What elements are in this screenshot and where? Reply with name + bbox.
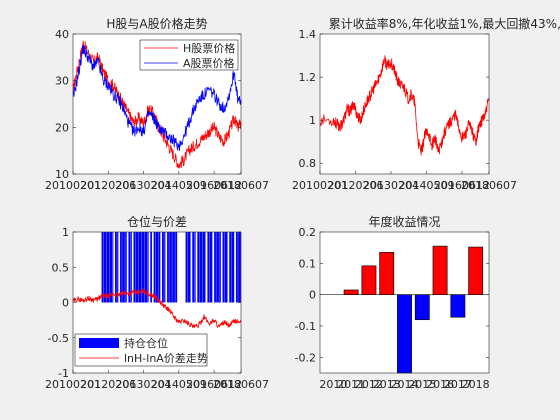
y-tick-label: 1.2 <box>299 71 317 84</box>
x-tick-label: 2013 <box>373 378 401 391</box>
x-tick-label: 20160612 <box>434 179 490 192</box>
x-tick-label: 2018 <box>462 378 490 391</box>
y-tick-label: 0.5 <box>52 261 70 274</box>
cumulative-return-line <box>319 55 490 156</box>
x-tick-label: 20130204 <box>116 179 172 192</box>
x-tick-label: 2010 <box>319 378 347 391</box>
y-tick-label: 0 <box>62 297 69 310</box>
x-tick-label: 2012 <box>355 378 383 391</box>
x-tick-label: 20120206 <box>80 179 136 192</box>
x-tick-label: 20100201 <box>292 179 348 192</box>
x-tick-label: 2017 <box>444 378 472 391</box>
chart-title: 年度收益情况 <box>368 214 440 229</box>
position-bar <box>120 232 127 303</box>
x-tick-label: 20140509 <box>398 179 454 192</box>
bar-2013 <box>379 252 395 295</box>
y-tick-label: 1 <box>309 114 316 127</box>
x-tick-label: 2015 <box>408 378 436 391</box>
y-tick-label: 1.4 <box>299 28 317 41</box>
position-bar <box>153 232 161 303</box>
position-bar <box>115 232 119 303</box>
x-tick-label: 20180607 <box>213 179 269 192</box>
legend-label-position: 持仓仓位 <box>124 336 168 350</box>
bar-2012 <box>361 265 377 295</box>
position-bar <box>192 232 196 303</box>
x-tick-label: 2011 <box>337 378 365 391</box>
position-bar <box>222 232 228 303</box>
y-tick-label: -0.5 <box>48 332 69 345</box>
spread-line <box>72 288 242 329</box>
position-bar <box>207 232 213 303</box>
h-price-line <box>72 40 242 169</box>
chart-title: 累计收益率8%,年化收益1%,最大回撤43%,夏普比率-0.0 <box>329 16 560 31</box>
position-bar <box>214 232 221 303</box>
x-tick-label: 20140509 <box>151 179 207 192</box>
x-tick-label: 2014 <box>391 378 419 391</box>
x-tick-label: 20180607 <box>213 378 269 391</box>
position-bar <box>185 232 191 303</box>
x-tick-label: 20140509 <box>151 378 207 391</box>
position-bar <box>229 232 235 303</box>
x-tick-label: 20130204 <box>363 179 419 192</box>
position-bar <box>197 232 206 303</box>
y-tick-label: 0.8 <box>299 157 317 170</box>
x-tick-label: 2016 <box>426 378 454 391</box>
y-tick-label: 30 <box>55 75 69 88</box>
legend-label-a: A股票价格 <box>183 56 235 70</box>
position-bar <box>101 232 114 303</box>
price-chart-axes: 10 20 30 40 20100201201202062013020420140509… <box>45 16 269 192</box>
legend-swatch-position <box>79 338 119 348</box>
x-tick-label: 20120206 <box>80 378 136 391</box>
y-tick-label: 40 <box>55 28 69 41</box>
y-tick-label: 20 <box>55 121 69 134</box>
bar-2015 <box>414 294 430 321</box>
y-tick-label: 0.2 <box>299 226 317 239</box>
position-bar <box>150 232 152 303</box>
position-bar <box>128 232 132 303</box>
bar-2016 <box>432 245 448 295</box>
x-tick-label: 20130204 <box>116 378 172 391</box>
y-tick-label: 10 <box>55 168 69 181</box>
bar-2014 <box>397 294 412 374</box>
x-tick-label: 20120206 <box>327 179 383 192</box>
position-chart-axes: -1 -0.5 0 0.5 1 20100201201202062013020420140… <box>45 214 269 391</box>
x-tick-label: 20160612 <box>186 179 242 192</box>
x-tick-label: 20100201 <box>45 179 101 192</box>
legend-label-spread: lnH-lnA价差走势 <box>124 351 208 365</box>
y-tick-label: -0.2 <box>295 351 316 364</box>
position-bar <box>133 232 149 303</box>
return-chart-axes: 0.8 1 1.2 1.4 201002012012020620130204201405… <box>292 16 560 192</box>
y-tick-label: 0 <box>309 289 316 302</box>
chart-title: 仓位与价差 <box>127 214 187 229</box>
y-tick-label: -1 <box>58 367 69 380</box>
x-tick-label: 20180607 <box>461 179 517 192</box>
x-tick-label: 20160612 <box>186 378 242 391</box>
a-price-line <box>72 44 242 152</box>
position-bar <box>162 232 166 303</box>
y-tick-label: 0.1 <box>299 257 317 270</box>
x-tick-label: 20100201 <box>45 378 101 391</box>
bar-2011 <box>343 289 359 295</box>
y-tick-label: -0.1 <box>295 320 316 333</box>
bar-2018 <box>468 246 484 295</box>
y-tick-label: 1 <box>62 226 69 239</box>
chart-title: H股与A股价格走势 <box>106 16 207 31</box>
bar-2017 <box>450 294 466 318</box>
legend-label-h: H股票价格 <box>183 41 235 55</box>
